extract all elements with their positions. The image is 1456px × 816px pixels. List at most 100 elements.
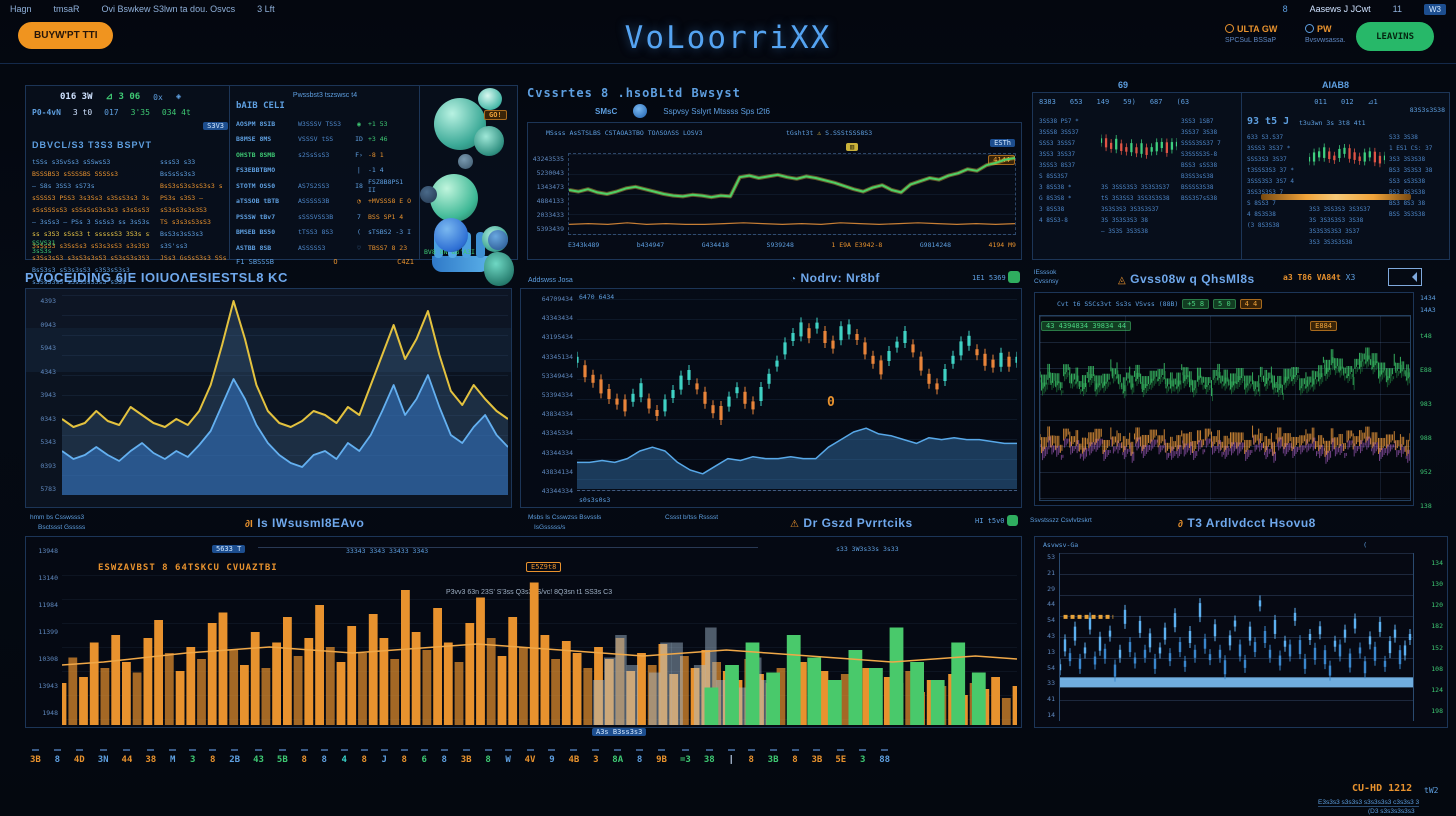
table-row[interactable]: ASTBB 8SB ASSSSS3 ♡ TBSS7 8 23: [236, 240, 414, 256]
ticker-item[interactable]: 38: [145, 749, 156, 765]
ticker-item[interactable]: 8: [401, 749, 408, 765]
bubble-tiny[interactable]: [458, 154, 473, 169]
table-row[interactable]: AOSPM 8SIB W3SSSV TSS3 ◉ +1 53: [236, 116, 414, 132]
row-label[interactable]: 3SS3S3S3 7: [1247, 189, 1284, 196]
menu-item-1[interactable]: Hagn: [10, 4, 32, 14]
ticker-item[interactable]: 38: [704, 749, 715, 765]
plot-area[interactable]: [1039, 315, 1411, 501]
table-row[interactable]: BMSEB BS50 tTSS3 8S3 ( sTSBS2 -3 I: [236, 225, 414, 241]
table-row[interactable]: STOTM OS50 AS7S2SS3 I8 FSZ8B8PS1 II: [236, 178, 414, 194]
row-label[interactable]: 3SS38 PS7 *: [1039, 118, 1079, 125]
ticker-item[interactable]: 8: [636, 749, 643, 765]
ticker-item[interactable]: 8: [321, 749, 328, 765]
row-label[interactable]: G 8S3S8 *: [1039, 195, 1072, 202]
row-text[interactable]: SS3 sS3S38: [1389, 178, 1426, 185]
ticker-item[interactable]: 4V: [525, 749, 536, 765]
menu-item-2[interactable]: tmsaR: [53, 4, 80, 14]
bubble-blue-small[interactable]: [488, 230, 508, 250]
ticker-item[interactable]: 8: [361, 749, 368, 765]
mini-candle-chart[interactable]: [1101, 116, 1177, 176]
row-text[interactable]: 3SS3 1SB7: [1181, 118, 1214, 125]
ticker-item[interactable]: 5B: [277, 749, 288, 765]
bubble-small[interactable]: [478, 88, 502, 110]
ticker-item[interactable]: 8: [301, 749, 308, 765]
ticker-strip[interactable]: 3B 8 4D 3N 44 38 M 3 8 2B 43 5B 8 8 4 8 J 8 6 8 3B 8 W 4V 9 4B 3 8A…: [30, 737, 1430, 765]
bubble-large-green[interactable]: [430, 174, 478, 222]
ticker-item[interactable]: =3: [680, 749, 691, 765]
row-text[interactable]: BS3 8S3S38: [1389, 189, 1426, 196]
row-label[interactable]: 4 8SS3-8: [1039, 217, 1068, 224]
line-chart[interactable]: [569, 154, 1015, 234]
status-green-icon[interactable]: [1007, 515, 1018, 526]
ticker-item[interactable]: 3N: [98, 749, 109, 765]
bubble-map[interactable]: GO!: [420, 86, 519, 286]
chart-badge[interactable]: E5Z9t8: [526, 562, 562, 572]
ticker-item[interactable]: M: [169, 749, 176, 765]
candle-chart[interactable]: [577, 299, 1017, 489]
marker-badge[interactable]: ▥: [846, 143, 859, 151]
ticker-item[interactable]: 2B: [229, 749, 240, 765]
ticker-item[interactable]: 4D: [74, 749, 85, 765]
row-label[interactable]: 3SS3 3SS37: [1039, 151, 1076, 158]
flag-icon[interactable]: [1388, 268, 1422, 286]
row-label[interactable]: 3SSS8 3SS37: [1039, 129, 1079, 136]
status-green-icon[interactable]: [1008, 271, 1020, 283]
table-row[interactable]: B8MSE 8MS VSSSV tSS ID +3 46: [236, 132, 414, 148]
bubble-blue[interactable]: [434, 218, 468, 252]
row-text[interactable]: BS3 3S3S3 38: [1389, 167, 1433, 174]
ticker-item[interactable]: 44: [122, 749, 133, 765]
row-text[interactable]: 3S3 3S3S38: [1389, 156, 1426, 163]
row-label[interactable]: 4 8S3S38: [1247, 211, 1276, 218]
plot-area[interactable]: [62, 575, 1017, 725]
row-label[interactable]: SSS3S3 3S37: [1247, 156, 1287, 163]
table-row[interactable]: FS3EBBTBMO ∣ -1 4: [236, 163, 414, 179]
bubble-blob[interactable]: [484, 252, 514, 286]
plot-area[interactable]: [568, 153, 1016, 235]
plot-area[interactable]: [1059, 553, 1414, 721]
bubble-dark[interactable]: [420, 186, 437, 203]
row-label[interactable]: 633 S3.S37: [1247, 134, 1284, 141]
row-text[interactable]: S3SSSS3S-8: [1181, 151, 1218, 158]
ticker-item[interactable]: 3: [859, 749, 866, 765]
ticker-item[interactable]: 8: [792, 749, 799, 765]
ticker-item[interactable]: 43: [253, 749, 264, 765]
table-row[interactable]: PSSSW tBv7 sSSSVSS3B 7 BSS SP1 4: [236, 209, 414, 225]
plot-area[interactable]: [62, 295, 508, 495]
menu-item-3[interactable]: Ovi Bswkew S3lwn ta dou. Osvcs: [101, 4, 236, 14]
row-text[interactable]: B3SS3sS38: [1181, 173, 1214, 180]
row-text[interactable]: 1 ES1 CS: 37: [1389, 145, 1433, 152]
alert-count[interactable]: 11: [1392, 4, 1402, 14]
ticker-item[interactable]: 3: [189, 749, 196, 765]
legend-chip[interactable]: 5633 T: [212, 545, 246, 553]
row-text[interactable]: 3SS37 3S38: [1181, 129, 1218, 136]
ticker-item[interactable]: 4B: [568, 749, 579, 765]
table-row[interactable]: OHSTB 8SMB s2SsSsS3 F› -8 1: [236, 147, 414, 163]
row-label[interactable]: SSS3 3SSS7: [1039, 140, 1076, 147]
ticker-item[interactable]: 8: [485, 749, 492, 765]
ticker-item[interactable]: 4: [341, 749, 348, 765]
ticker-item[interactable]: 8: [441, 749, 448, 765]
ticker-item[interactable]: 8: [54, 749, 61, 765]
row-label[interactable]: S 8SS3 7: [1247, 200, 1276, 207]
level-chip[interactable]: E884: [1310, 321, 1337, 331]
row-label[interactable]: 3SSS3 8S37: [1039, 162, 1076, 169]
ticker-item[interactable]: 8: [209, 749, 216, 765]
blue-bar-chart[interactable]: [1060, 553, 1414, 721]
ticker-item[interactable]: 9: [548, 749, 555, 765]
connect-button[interactable]: LEAVINS: [1356, 22, 1434, 51]
ticker-item[interactable]: 88: [879, 749, 890, 765]
row-label[interactable]: 3 8SS38: [1039, 206, 1065, 213]
ticker-item[interactable]: 3B: [768, 749, 779, 765]
ticker-item[interactable]: 3: [592, 749, 599, 765]
row-text[interactable]: BS3 8S3 38: [1389, 200, 1426, 207]
ticker-item[interactable]: |: [728, 749, 735, 765]
bubble-mid[interactable]: [474, 126, 504, 156]
row-text[interactable]: BSS 3S3S38: [1389, 211, 1426, 218]
ticker-item[interactable]: 9B: [656, 749, 667, 765]
ticker-item[interactable]: 3B: [461, 749, 472, 765]
account-chip[interactable]: W3: [1424, 3, 1446, 15]
row-label[interactable]: (3 8S3S38: [1247, 222, 1280, 229]
ticker-item[interactable]: 5E: [835, 749, 846, 765]
row-text[interactable]: BSS3S7sS38: [1181, 195, 1218, 202]
side-chip[interactable]: S3V3: [203, 122, 228, 130]
